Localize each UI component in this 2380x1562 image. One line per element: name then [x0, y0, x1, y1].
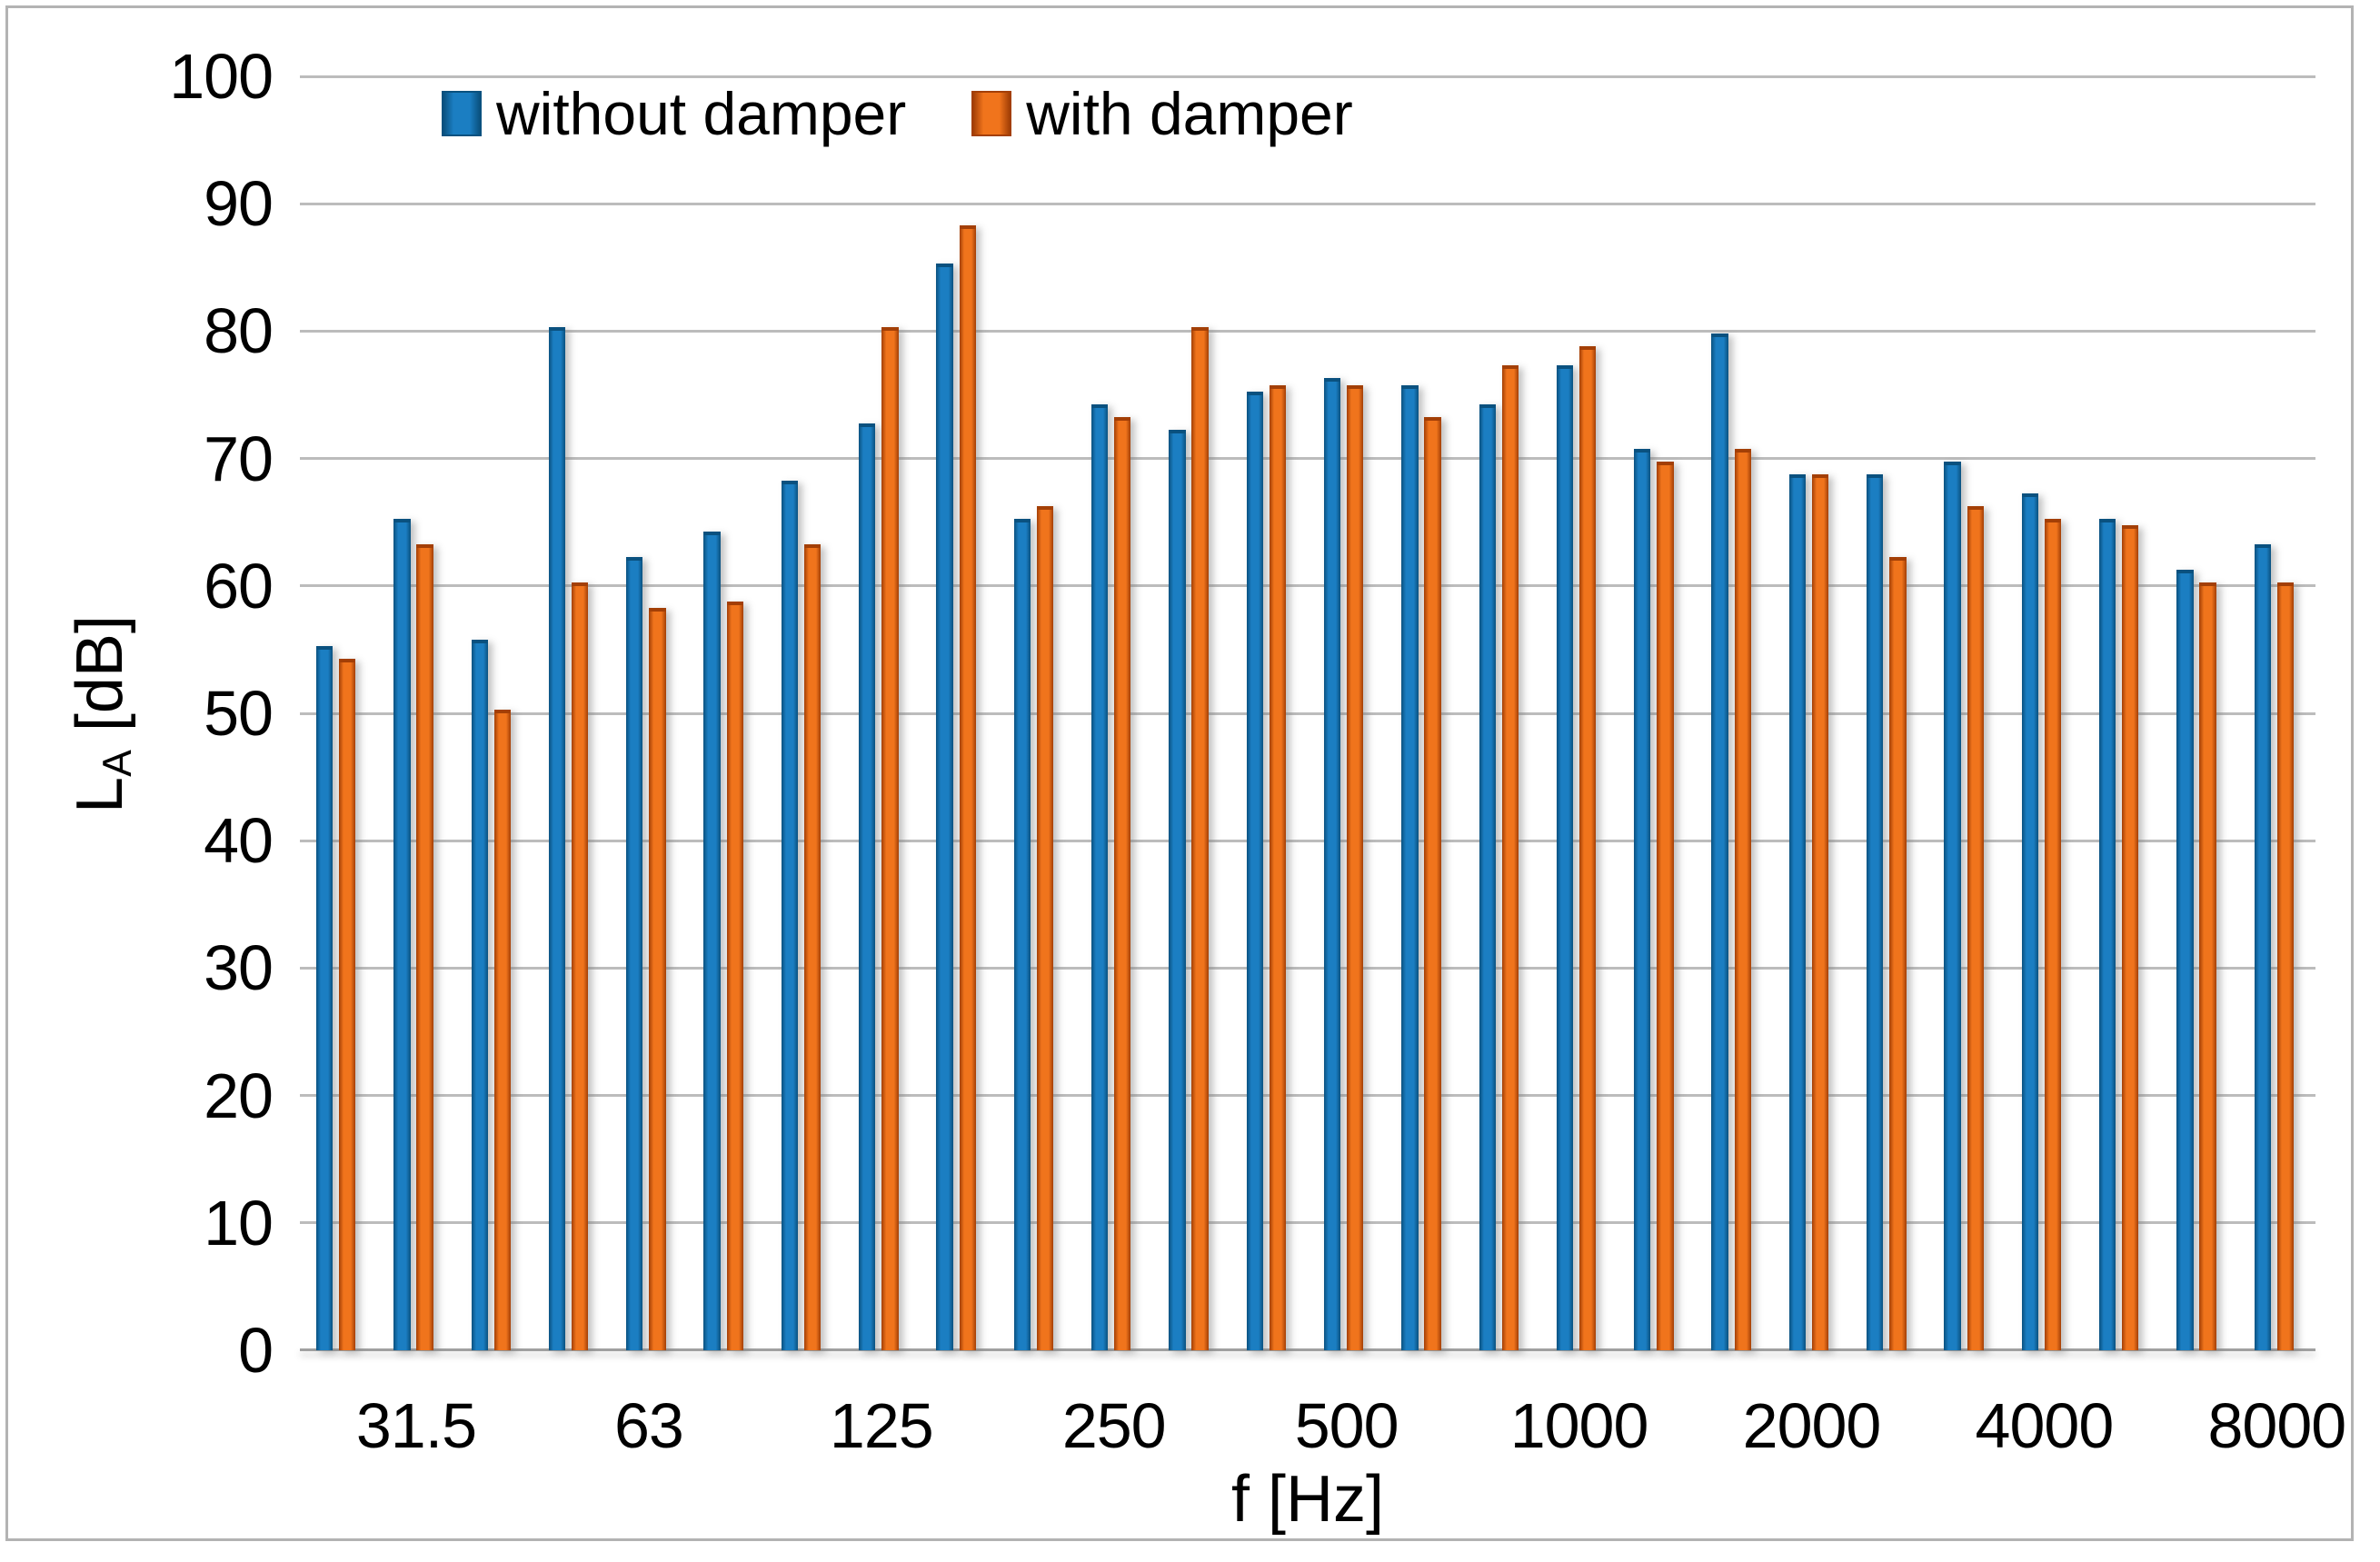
y-tick-label-0: 0 — [238, 1315, 274, 1386]
bar-without-damper-2500hz — [1867, 473, 1884, 1350]
y-tick-label-10: 10 — [204, 1187, 274, 1259]
gridline-100 — [300, 75, 2315, 78]
bar-with-damper-1250hz — [1657, 461, 1674, 1350]
y-tick-label-40: 40 — [204, 805, 274, 877]
bar-without-damper-500hz — [1323, 378, 1341, 1350]
x-axis-line — [300, 1348, 2315, 1351]
bar-with-damper-160hz — [959, 225, 976, 1350]
bar-with-damper-500hz — [1347, 384, 1364, 1350]
x-tick-label-8000: 8000 — [2207, 1390, 2346, 1461]
bar-without-damper-2000hz — [1788, 473, 1807, 1350]
bar-with-damper-80hz — [726, 601, 743, 1350]
bar-without-damper-4000hz — [2021, 492, 2038, 1350]
y-tick-label-80: 80 — [204, 295, 274, 367]
bar-with-damper-63hz — [649, 607, 666, 1350]
bar-without-damper-25hz — [315, 645, 334, 1350]
y-tick-label-100: 100 — [169, 41, 274, 112]
bar-with-damper-400hz — [1269, 384, 1287, 1350]
plot-area — [300, 75, 2315, 1351]
bar-without-damper-400hz — [1246, 391, 1263, 1350]
x-axis-title: f [Hz] — [1230, 1463, 1385, 1536]
gridline-50 — [300, 711, 2315, 715]
y-axis-tick-labels: 0 10 20 30 40 50 60 70 80 90 100 — [82, 45, 274, 1382]
legend-item-with-damper: with damper — [971, 84, 1353, 144]
bar-with-damper-630hz — [1424, 416, 1441, 1350]
bar-without-damper-800hz — [1479, 403, 1496, 1350]
bar-without-damper-8000hz — [2254, 543, 2271, 1350]
x-tick-label-250: 250 — [1061, 1390, 1167, 1461]
gridline-20 — [300, 1094, 2315, 1098]
bar-with-damper-25hz — [339, 658, 356, 1350]
bar-with-damper-40hz — [493, 710, 512, 1350]
bar-with-damper-315hz — [1191, 327, 1209, 1350]
x-tick-label-31.5: 31.5 — [355, 1390, 477, 1461]
y-tick-label-50: 50 — [204, 678, 274, 749]
y-tick-label-60: 60 — [204, 550, 274, 622]
legend-item-without-damper: without damper — [442, 84, 906, 144]
x-tick-label-63: 63 — [613, 1390, 684, 1461]
gridline-60 — [300, 584, 2315, 588]
bar-with-damper-2000hz — [1811, 473, 1829, 1350]
gridline-10 — [300, 1221, 2315, 1225]
bar-with-damper-8000hz — [2276, 582, 2295, 1350]
bar-without-damper-1000hz — [1556, 365, 1574, 1350]
gridline-70 — [300, 457, 2315, 461]
bar-with-damper-250hz — [1114, 416, 1131, 1350]
bar-without-damper-80hz — [703, 531, 721, 1350]
x-tick-label-2000: 2000 — [1742, 1390, 1882, 1461]
x-tick-label-125: 125 — [829, 1390, 934, 1461]
bar-without-damper-1250hz — [1634, 448, 1651, 1350]
y-tick-label-90: 90 — [204, 168, 274, 240]
bar-without-damper-125hz — [859, 423, 876, 1350]
bar-with-damper-800hz — [1501, 365, 1519, 1350]
gridline-30 — [300, 966, 2315, 970]
bar-with-damper-4000hz — [2044, 518, 2062, 1350]
bar-with-damper-5000hz — [2122, 524, 2139, 1350]
bar-without-damper-5000hz — [2098, 518, 2116, 1350]
bar-without-damper-315hz — [1169, 429, 1186, 1350]
x-tick-label-1000: 1000 — [1509, 1390, 1649, 1461]
bar-with-damper-50hz — [572, 582, 589, 1350]
x-axis-tick-labels: 31.5 63 125 250 500 1000 2000 4000 8000 — [300, 1390, 2346, 1476]
bar-without-damper-250hz — [1090, 403, 1109, 1350]
bar-with-damper-2500hz — [1889, 556, 1907, 1350]
bar-with-damper-1600hz — [1734, 448, 1751, 1350]
bar-without-damper-31.5hz — [393, 518, 411, 1350]
bar-with-damper-100hz — [803, 543, 822, 1350]
bar-with-damper-200hz — [1036, 505, 1054, 1350]
gridline-80 — [300, 329, 2315, 333]
bar-without-damper-3150hz — [1944, 461, 1961, 1350]
bar-without-damper-630hz — [1401, 384, 1419, 1350]
bar-without-damper-160hz — [936, 264, 953, 1350]
bar-without-damper-1600hz — [1711, 333, 1728, 1350]
legend-label-with-damper: with damper — [1026, 80, 1353, 147]
y-tick-label-70: 70 — [204, 423, 274, 494]
legend: without damper with damper — [442, 84, 1353, 144]
bar-with-damper-3150hz — [1967, 505, 1984, 1350]
bar-without-damper-200hz — [1013, 518, 1031, 1350]
bar-without-damper-100hz — [781, 480, 799, 1350]
bar-without-damper-6300hz — [2176, 569, 2194, 1350]
legend-swatch-without-damper — [442, 91, 482, 136]
bar-without-damper-40hz — [471, 639, 488, 1350]
legend-swatch-with-damper — [971, 91, 1012, 136]
bar-with-damper-1000hz — [1579, 346, 1597, 1350]
bar-without-damper-50hz — [548, 327, 566, 1350]
legend-label-without-damper: without damper — [496, 80, 907, 147]
gridline-90 — [300, 202, 2315, 205]
y-tick-label-20: 20 — [204, 1060, 274, 1131]
x-tick-label-500: 500 — [1294, 1390, 1399, 1461]
bar-with-damper-125hz — [881, 327, 899, 1350]
x-tick-label-4000: 4000 — [1975, 1390, 2115, 1461]
gridline-40 — [300, 839, 2315, 842]
y-tick-label-30: 30 — [204, 932, 274, 1004]
bar-without-damper-63hz — [626, 556, 643, 1350]
bar-with-damper-31.5hz — [416, 543, 433, 1350]
bar-with-damper-6300hz — [2199, 582, 2216, 1350]
